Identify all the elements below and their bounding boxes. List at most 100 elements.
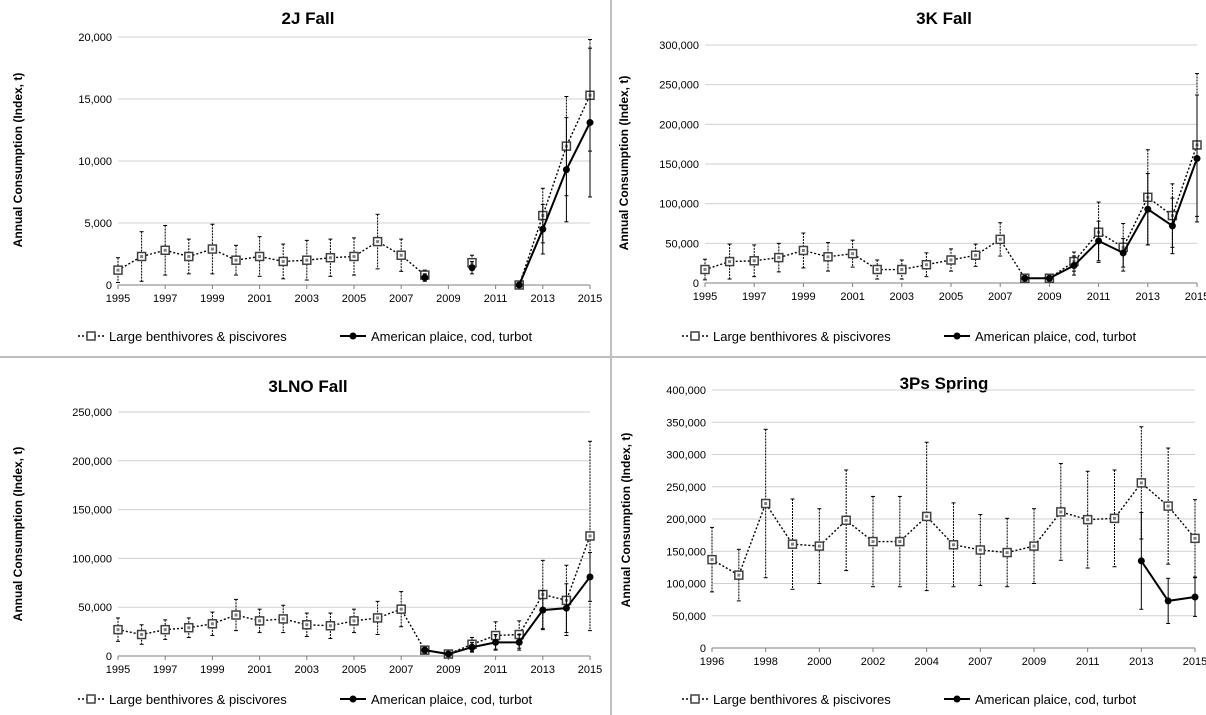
data-point-large-center — [163, 628, 167, 632]
y-tick-label: 400,000 — [666, 385, 706, 397]
data-point-large-center — [305, 258, 309, 262]
data-point-small — [1168, 222, 1176, 230]
data-point-large-center — [116, 268, 120, 272]
data-point-large-center — [974, 253, 978, 257]
data-point-large-center — [925, 514, 929, 518]
data-point-large-center — [1032, 544, 1036, 548]
data-point-small — [515, 281, 523, 289]
data-point-large-center — [305, 623, 309, 627]
legend-label-large: Large benthivores & piscivores — [109, 329, 287, 344]
series-line-small — [1024, 158, 1198, 280]
data-point-large-center — [352, 254, 356, 258]
data-point-large-center — [399, 253, 403, 257]
chart-panel-3: 3LNO Fall Annual Consumption (Index, t) 0 5… — [11, 377, 602, 707]
data-point-small — [1119, 249, 1127, 257]
data-point-large-center — [140, 254, 144, 258]
chart-panel-4: 3Ps Spring Annual Consumption (Index, t) 0… — [619, 374, 1206, 707]
x-tick-label: 2009 — [1037, 291, 1061, 303]
x-tick-label: 1999 — [200, 293, 224, 305]
y-tick-label: 300,000 — [659, 40, 699, 52]
data-point-large-center — [952, 543, 955, 547]
data-point-large-center — [703, 268, 707, 272]
data-point-large-center — [588, 534, 592, 538]
data-point-large-center — [844, 518, 848, 522]
y-axis-label: Annual Consumption (Index, t) — [617, 76, 631, 251]
data-point-small — [1164, 597, 1172, 605]
x-tick-label: 2011 — [484, 664, 508, 676]
legend-marker-small — [349, 695, 357, 703]
x-tick-label: 2015 — [578, 293, 602, 305]
data-point-large-center — [851, 252, 855, 256]
x-tick-label: 1999 — [200, 664, 224, 676]
x-tick-label: 2001 — [247, 293, 271, 305]
x-tick-label: 1995 — [693, 291, 717, 303]
data-point-large-center — [234, 613, 238, 617]
x-tick-label: 1997 — [153, 664, 177, 676]
y-tick-label: 50,000 — [78, 602, 112, 614]
data-point-large-center — [399, 607, 403, 611]
y-tick-label: 100,000 — [666, 579, 706, 591]
data-point-large-center — [801, 248, 805, 252]
x-tick-label: 2009 — [1022, 656, 1046, 668]
y-tick-label: 10,000 — [78, 156, 112, 168]
data-point-large-center — [210, 247, 214, 251]
x-tick-label: 2013 — [1136, 291, 1160, 303]
chart-panel-1: 2J Fall Annual Consumption (Index, t) 0 5,0… — [11, 9, 602, 344]
data-point-small — [1193, 154, 1201, 162]
y-tick-label: 200,000 — [659, 119, 699, 131]
chart-title: 3LNO Fall — [268, 377, 347, 396]
y-tick-label: 150,000 — [72, 505, 112, 517]
chart-panel-2: 3K Fall Annual Consumption (Index, t) 0 50,… — [617, 9, 1206, 344]
y-tick-label: 0 — [106, 651, 112, 663]
data-point-large-center — [1059, 510, 1063, 514]
x-tick-label: 2002 — [861, 656, 885, 668]
x-tick-label: 2003 — [295, 293, 319, 305]
x-tick-label: 2011 — [484, 293, 508, 305]
data-point-small — [421, 646, 429, 654]
data-point-large-center — [376, 240, 380, 244]
y-tick-label: 300,000 — [666, 450, 706, 462]
y-tick-label: 100,000 — [72, 553, 112, 565]
y-axis-label: Annual Consumption (Index, t) — [11, 73, 25, 248]
data-point-large-center — [764, 502, 768, 506]
y-tick-label: 50,000 — [672, 611, 706, 623]
y-tick-label: 250,000 — [666, 482, 706, 494]
data-point-small — [586, 119, 594, 127]
x-tick-label: 2009 — [436, 293, 460, 305]
data-point-large-center — [1005, 551, 1009, 555]
series-line-large — [518, 94, 591, 286]
x-tick-label: 2007 — [968, 656, 992, 668]
data-point-small — [586, 573, 594, 581]
data-point-small — [492, 638, 500, 646]
data-point-large-center — [376, 616, 380, 620]
data-point-large-center — [281, 259, 285, 263]
data-point-large-center — [210, 622, 214, 626]
data-point-small — [1191, 593, 1199, 601]
data-point-small — [444, 650, 452, 658]
x-tick-label: 2013 — [531, 664, 555, 676]
legend-label-small: American plaice, cod, turbot — [975, 692, 1137, 707]
legend-marker-large — [86, 694, 96, 704]
x-tick-label: 2011 — [1087, 291, 1111, 303]
legend-marker-large — [86, 331, 96, 341]
x-tick-label: 2007 — [389, 293, 413, 305]
data-point-large-center — [258, 619, 262, 623]
data-point-large-center — [281, 617, 285, 621]
legend-marker-small — [953, 332, 961, 340]
data-point-large-center — [328, 256, 332, 260]
data-point-small — [515, 638, 523, 646]
data-point-small — [562, 166, 570, 174]
x-tick-label: 2007 — [988, 291, 1012, 303]
x-tick-label: 2000 — [807, 656, 831, 668]
data-point-large-center — [258, 254, 262, 258]
data-point-large-center — [998, 237, 1002, 241]
data-point-small — [468, 643, 476, 651]
x-tick-label: 1999 — [791, 291, 815, 303]
x-tick-label: 2015 — [1183, 656, 1206, 668]
y-tick-label: 200,000 — [72, 456, 112, 468]
y-tick-label: 5,000 — [84, 218, 112, 230]
legend-label-large: Large benthivores & piscivores — [713, 692, 891, 707]
data-point-large-center — [116, 628, 120, 632]
data-point-large-center — [900, 268, 904, 272]
